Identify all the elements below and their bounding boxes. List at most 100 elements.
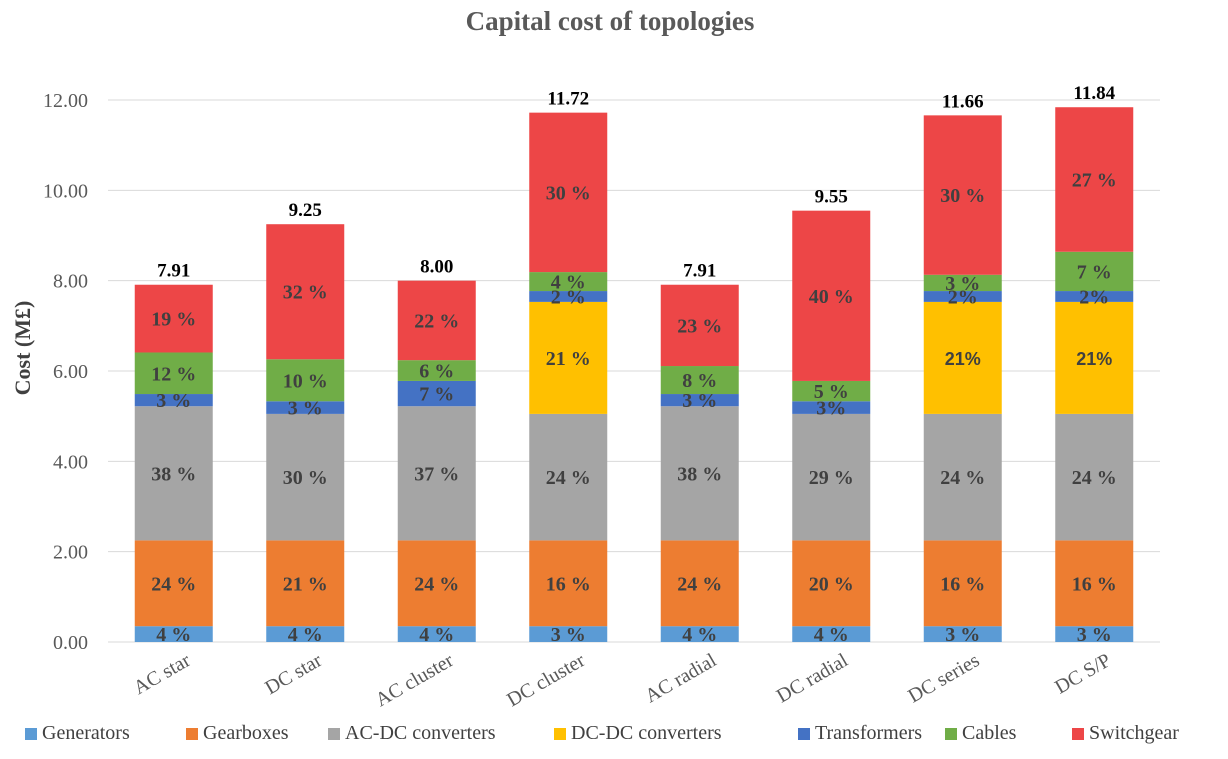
segment-label: 16 % bbox=[546, 573, 591, 595]
legend-label: Transformers bbox=[815, 722, 923, 744]
x-axis-ticks: AC star DC star AC cluster DC cluster AC rad… bbox=[130, 649, 1115, 711]
y-tick-label: 12.00 bbox=[43, 90, 88, 112]
bar-segment-switchgear bbox=[266, 224, 345, 360]
segment-label: 2% bbox=[1079, 286, 1109, 308]
bar-segment-ac-dc-converters bbox=[660, 406, 739, 541]
legend-swatch bbox=[186, 727, 198, 740]
x-tick-label: DC radial bbox=[773, 649, 852, 707]
segment-label: 16 % bbox=[940, 573, 985, 595]
segment-label: 29 % bbox=[809, 467, 854, 489]
legend-swatch bbox=[25, 727, 37, 740]
bar-segment-ac-dc-converters bbox=[397, 406, 476, 541]
bar-segment-switchgear bbox=[1055, 107, 1134, 252]
chart-legend: Generators Gearboxes AC-DC converters DC-DC… bbox=[0, 722, 1228, 752]
bar-segment-generators bbox=[266, 626, 345, 642]
bar-segment-ac-dc-converters bbox=[1055, 413, 1134, 541]
x-tick-label: DC series bbox=[904, 649, 983, 707]
segment-label: 27 % bbox=[1072, 169, 1117, 191]
total-label: 9.25 bbox=[289, 200, 322, 221]
segment-label: 38 % bbox=[677, 463, 722, 485]
segment-label: 8 % bbox=[682, 370, 717, 392]
segment-label: 3 % bbox=[551, 624, 586, 646]
bar-segment-gearboxes bbox=[923, 540, 1002, 627]
bar-segment-generators bbox=[397, 626, 476, 642]
y-tick-label: 0.00 bbox=[53, 632, 88, 654]
segment-label: 19 % bbox=[151, 309, 196, 331]
total-label: 7.91 bbox=[157, 261, 190, 282]
x-tick-label: AC radial bbox=[641, 649, 720, 707]
total-label: 9.55 bbox=[815, 187, 848, 208]
bar-segment-cables bbox=[660, 366, 739, 395]
segment-label: 24 % bbox=[151, 573, 196, 595]
segment-label: 40 % bbox=[809, 286, 854, 308]
bar-segment-generators bbox=[529, 626, 608, 642]
segment-label: 24 % bbox=[940, 467, 985, 489]
segment-label: 21 % bbox=[546, 348, 591, 370]
bar-segment-ac-dc-converters bbox=[134, 406, 213, 541]
total-label: 11.66 bbox=[942, 91, 984, 112]
bar-segment-cables bbox=[792, 380, 871, 402]
y-axis-ticks: 0.00 2.00 4.00 6.00 8.00 10.00 12.00 bbox=[43, 90, 88, 654]
legend-label: Gearboxes bbox=[203, 722, 289, 744]
bar-segment-generators bbox=[660, 626, 739, 642]
segment-label: 30 % bbox=[940, 185, 985, 207]
bar-segment-switchgear bbox=[923, 115, 1002, 275]
bars bbox=[134, 107, 1134, 642]
x-tick-label: AC cluster bbox=[372, 649, 458, 711]
segment-label: 4 % bbox=[551, 272, 586, 294]
bar-segment-transformers bbox=[792, 401, 871, 414]
bar-segment-ac-dc-converters bbox=[266, 413, 345, 541]
segment-label: 24 % bbox=[546, 467, 591, 489]
stacked-bar-chart: Capital cost of topologies Cost (M£) 0.0… bbox=[10, 6, 1160, 711]
legend-swatch bbox=[945, 727, 957, 740]
segment-label: 21% bbox=[945, 349, 981, 369]
bar-segment-ac-dc-converters bbox=[529, 413, 608, 541]
bar-segment-gearboxes bbox=[134, 540, 213, 627]
bar-segment-switchgear bbox=[792, 210, 871, 381]
bar-segment-cables bbox=[266, 359, 345, 402]
bar-segment-generators bbox=[1055, 626, 1134, 642]
segment-label: 24 % bbox=[414, 573, 459, 595]
segment-label: 12 % bbox=[151, 363, 196, 385]
bar-segment-gearboxes bbox=[529, 540, 608, 627]
total-label: 11.72 bbox=[547, 89, 589, 110]
y-tick-label: 4.00 bbox=[53, 451, 88, 473]
bar-segment-transformers bbox=[134, 394, 213, 407]
x-tick-label: AC star bbox=[130, 649, 195, 699]
legend-swatch bbox=[554, 727, 566, 740]
segment-label: 30 % bbox=[546, 182, 591, 204]
segment-label: 38 % bbox=[151, 463, 196, 485]
y-tick-label: 10.00 bbox=[43, 180, 88, 202]
segment-label: 21% bbox=[1076, 349, 1112, 369]
legend-swatch bbox=[798, 727, 810, 740]
x-tick-label: DC star bbox=[261, 649, 326, 699]
bar-segment-cables bbox=[923, 274, 1002, 292]
segment-label: 32 % bbox=[283, 282, 328, 304]
segment-label: 20 % bbox=[809, 573, 854, 595]
legend-label: AC-DC converters bbox=[345, 722, 496, 744]
bar-segment-switchgear bbox=[529, 112, 608, 273]
segment-label: 4 % bbox=[419, 624, 454, 646]
bar-segment-cables bbox=[134, 352, 213, 395]
bar-segment-transformers bbox=[397, 380, 476, 407]
segment-label: 6 % bbox=[419, 361, 454, 383]
segment-label: 3 % bbox=[156, 390, 191, 412]
segment-label: 3 % bbox=[945, 624, 980, 646]
segment-label: 4 % bbox=[288, 624, 323, 646]
segment-label: 3 % bbox=[682, 390, 717, 412]
segment-label: 24 % bbox=[1072, 467, 1117, 489]
bar-segment-switchgear bbox=[660, 284, 739, 367]
bar-segment-generators bbox=[923, 626, 1002, 642]
bar-segment-dc-dc-converters bbox=[923, 301, 1002, 414]
bar-segment-switchgear bbox=[397, 280, 476, 361]
bar-segment-switchgear bbox=[134, 284, 213, 353]
bar-segment-transformers bbox=[660, 394, 739, 407]
legend-item: Gearboxes bbox=[186, 722, 289, 745]
segment-label: 16 % bbox=[1072, 573, 1117, 595]
segment-label: 22 % bbox=[414, 310, 459, 332]
y-axis-label: Cost (M£) bbox=[10, 301, 35, 396]
x-tick-label: DC S/P bbox=[1051, 649, 1114, 698]
bar-segment-dc-dc-converters bbox=[1055, 301, 1134, 414]
bar-segment-generators bbox=[134, 626, 213, 642]
segment-label: 3 % bbox=[1077, 624, 1112, 646]
